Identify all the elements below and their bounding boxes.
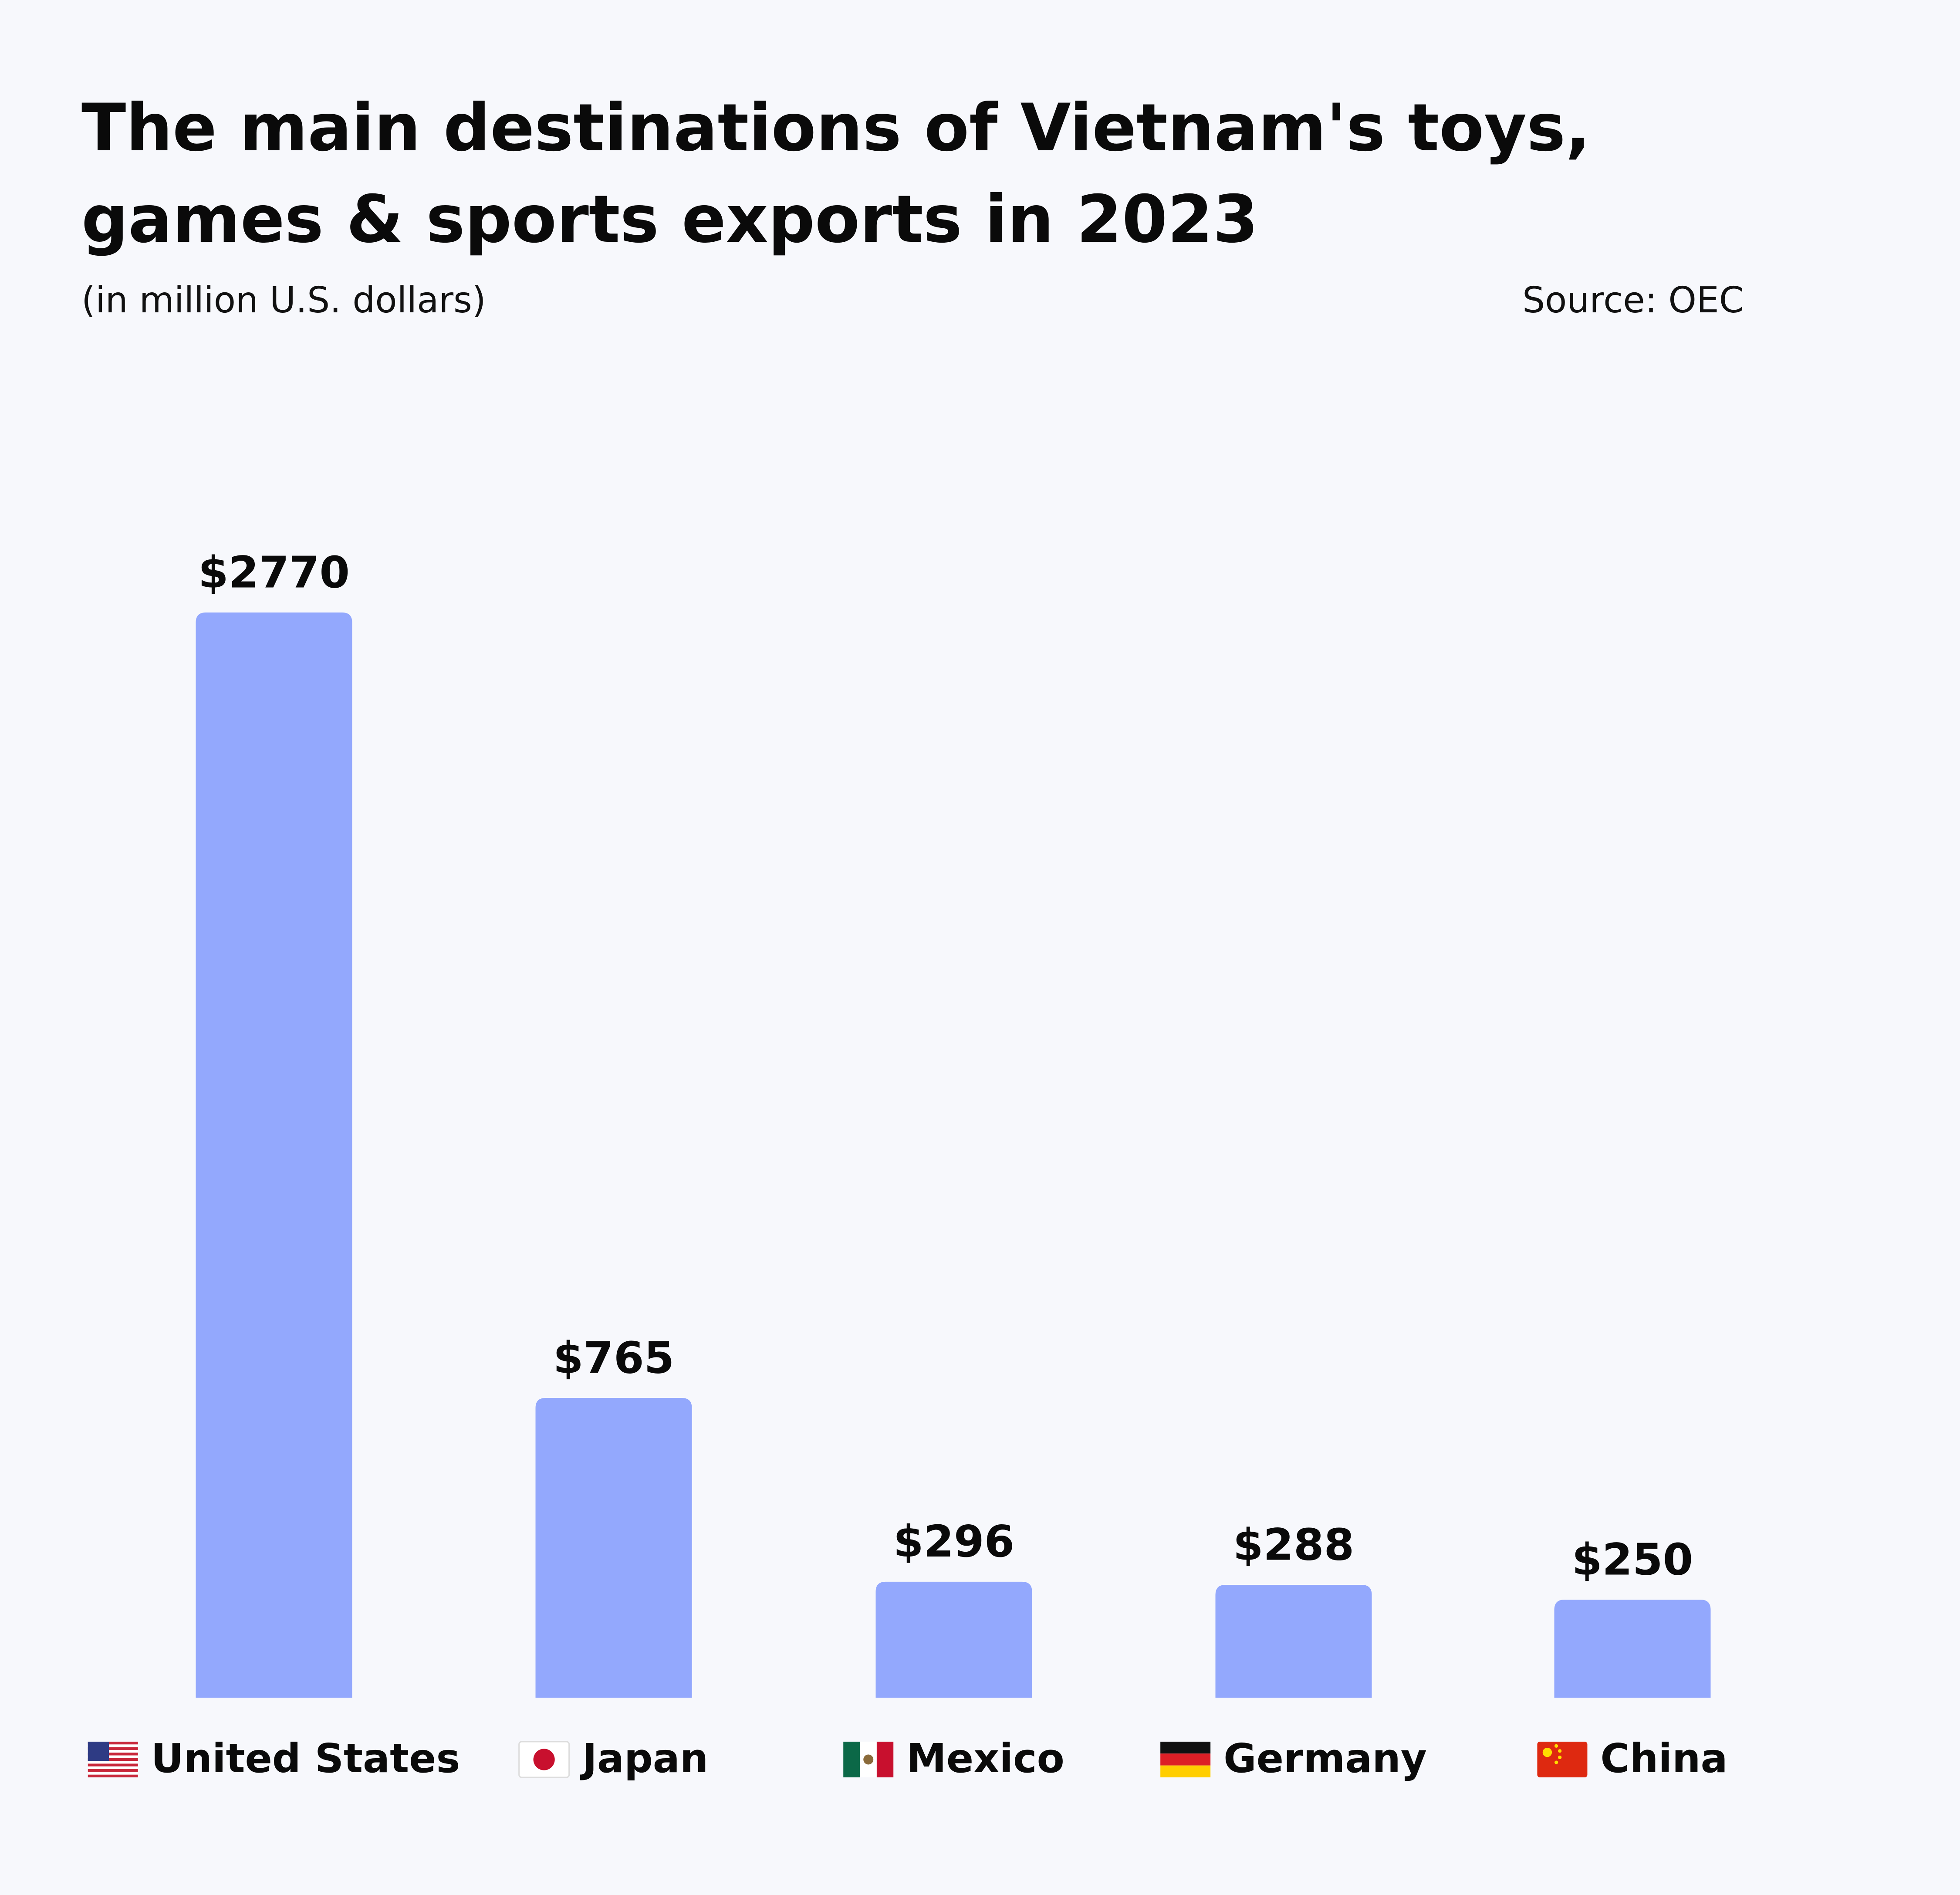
flag-part	[843, 1742, 860, 1777]
flag	[88, 1742, 138, 1777]
flag-part	[88, 1774, 138, 1777]
flag-part	[88, 1747, 138, 1750]
flag-part	[1542, 1747, 1552, 1757]
flag-part	[863, 1754, 874, 1765]
value-label: $296	[893, 1516, 1014, 1567]
flag-part	[876, 1742, 894, 1777]
chart-subtitle: (in million U.S. dollars)	[81, 280, 486, 321]
x-tick-label-group: China	[1537, 1735, 1728, 1782]
flag-part	[88, 1758, 138, 1761]
flag-part	[88, 1753, 138, 1756]
x-tick-label-group: Mexico	[843, 1735, 1064, 1782]
bar	[535, 1398, 692, 1698]
flag-part	[1537, 1742, 1588, 1777]
value-label: $2770	[198, 547, 350, 598]
x-tick-label-group: Japan	[518, 1735, 709, 1782]
bar	[1554, 1600, 1711, 1698]
x-tick-label-group: Germany	[1160, 1735, 1427, 1782]
flag	[1537, 1742, 1588, 1777]
flag-part	[1554, 1744, 1558, 1748]
flag-part	[1558, 1755, 1562, 1760]
flag-part	[1160, 1742, 1211, 1754]
flag	[518, 1741, 570, 1778]
x-tick-label: China	[1600, 1735, 1727, 1782]
source: Source: OEC	[1522, 280, 1744, 321]
flag-part	[1554, 1760, 1558, 1764]
value-label: $250	[1572, 1534, 1693, 1585]
x-tick-label: Mexico	[906, 1735, 1064, 1782]
flag-part	[1160, 1765, 1211, 1777]
chart-title: The main destinations of Vietnam's toys,	[81, 90, 1590, 166]
x-tick-label: Japan	[580, 1735, 709, 1782]
flag-part	[533, 1749, 555, 1770]
bar	[196, 612, 352, 1698]
bar	[1215, 1585, 1372, 1698]
flag-part	[88, 1763, 138, 1766]
flag	[843, 1742, 894, 1777]
flag-part	[88, 1742, 138, 1745]
x-tick-label: United States	[151, 1735, 460, 1782]
value-label: $765	[553, 1332, 674, 1383]
flag-part	[1558, 1749, 1562, 1753]
x-tick-label-group: United States	[88, 1735, 460, 1782]
flag	[1160, 1742, 1211, 1777]
chart-title: games & sports exports in 2023	[81, 182, 1258, 257]
flag-part	[1160, 1753, 1211, 1766]
flag-part	[88, 1742, 109, 1761]
x-tick-label: Germany	[1223, 1735, 1427, 1782]
bar	[875, 1581, 1032, 1698]
flag-part	[88, 1769, 138, 1772]
value-label: $288	[1233, 1519, 1354, 1570]
